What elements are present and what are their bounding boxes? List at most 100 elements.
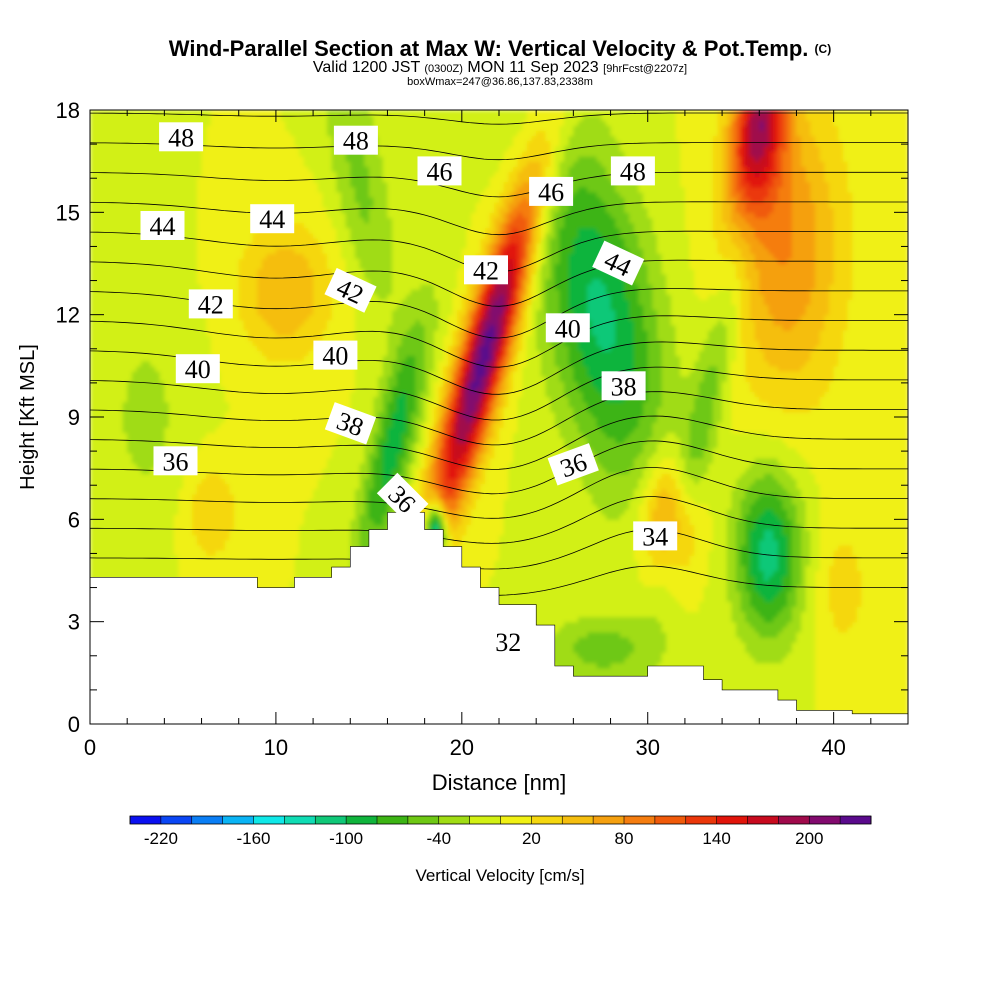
velocity-cell [113,324,119,331]
velocity-cell [275,340,282,346]
velocity-cell [108,478,114,485]
velocity-cell [159,406,165,413]
velocity-cell [266,319,272,326]
velocity-cell [234,202,240,208]
velocity-cell [108,417,114,423]
velocity-cell [164,355,170,362]
velocity-cell [145,422,152,428]
velocity-cell [220,550,226,556]
velocity-cell [113,478,119,485]
velocity-cell [99,243,105,249]
velocity-cell [141,457,147,464]
velocity-cell [117,473,124,479]
velocity-cell [164,478,170,485]
velocity-cell [215,422,221,428]
velocity-cell [127,427,133,433]
velocity-cell [122,335,128,341]
velocity-cell [136,115,142,121]
velocity-cell [145,396,152,403]
velocity-cell [261,120,268,126]
velocity-cell [108,457,114,464]
velocity-cell [94,391,100,398]
velocity-cell [169,340,175,346]
velocity-cell [159,498,165,505]
velocity-cell [108,278,114,285]
velocity-cell [220,212,226,219]
velocity-cell [164,176,170,183]
velocity-cell [164,115,170,121]
velocity-cell [159,324,165,331]
velocity-cell [266,437,272,444]
velocity-cell [220,468,226,474]
velocity-cell [141,381,147,387]
velocity-cell [103,473,110,479]
velocity-cell [224,130,231,137]
velocity-cell [90,468,96,474]
velocity-cell [266,355,272,362]
velocity-cell [131,181,138,188]
velocity-cell [238,386,244,393]
velocity-cell [266,555,272,561]
velocity-cell [206,161,212,167]
velocity-cell [187,268,193,275]
velocity-cell [280,370,286,377]
velocity-cell [229,243,235,249]
velocity-cell [248,335,254,341]
velocity-cell [280,396,286,403]
velocity-cell [136,125,142,132]
velocity-cell [261,560,268,566]
velocity-cell [238,110,244,116]
velocity-cell [94,570,100,577]
velocity-cell [136,253,142,259]
velocity-cell [155,161,161,167]
velocity-cell [131,565,138,572]
velocity-cell [196,161,203,167]
velocity-cell [243,191,249,198]
velocity-cell [169,524,175,531]
velocity-cell [108,488,114,495]
velocity-cell [113,140,119,147]
velocity-cell [196,196,203,203]
velocity-cell [99,140,105,147]
velocity-cell [122,498,128,505]
velocity-cell [122,191,128,198]
velocity-cell [90,273,96,280]
velocity-cell [159,304,165,311]
velocity-cell [127,442,133,449]
velocity-cell [215,509,221,515]
velocity-cell [113,411,119,418]
velocity-cell [229,370,235,377]
velocity-cell [266,427,272,433]
velocity-cell [169,181,175,188]
velocity-cell [192,509,198,515]
velocity-cell [99,411,105,418]
velocity-cell [150,166,156,172]
velocity-cell [145,524,152,531]
velocity-cell [141,376,147,382]
velocity-cell [261,452,268,459]
velocity-cell [178,243,184,249]
velocity-cell [238,340,244,346]
velocity-cell [192,350,198,357]
velocity-cell [206,207,212,213]
velocity-cell [248,396,254,403]
velocity-cell [201,442,207,449]
velocity-cell [103,432,110,439]
velocity-cell [248,283,254,290]
velocity-cell [238,273,244,280]
velocity-cell [206,125,212,132]
velocity-cell [94,488,100,495]
velocity-cell [201,330,207,336]
velocity-cell [261,432,268,439]
velocity-cell [196,452,203,459]
velocity-cell [234,237,240,244]
velocity-cell [266,401,272,408]
velocity-cell [271,299,277,306]
velocity-cell [248,191,254,198]
velocity-cell [187,396,193,403]
velocity-cell [261,196,268,203]
velocity-cell [127,411,133,418]
velocity-cell [117,391,124,398]
velocity-cell [136,478,142,485]
velocity-cell [224,539,231,546]
